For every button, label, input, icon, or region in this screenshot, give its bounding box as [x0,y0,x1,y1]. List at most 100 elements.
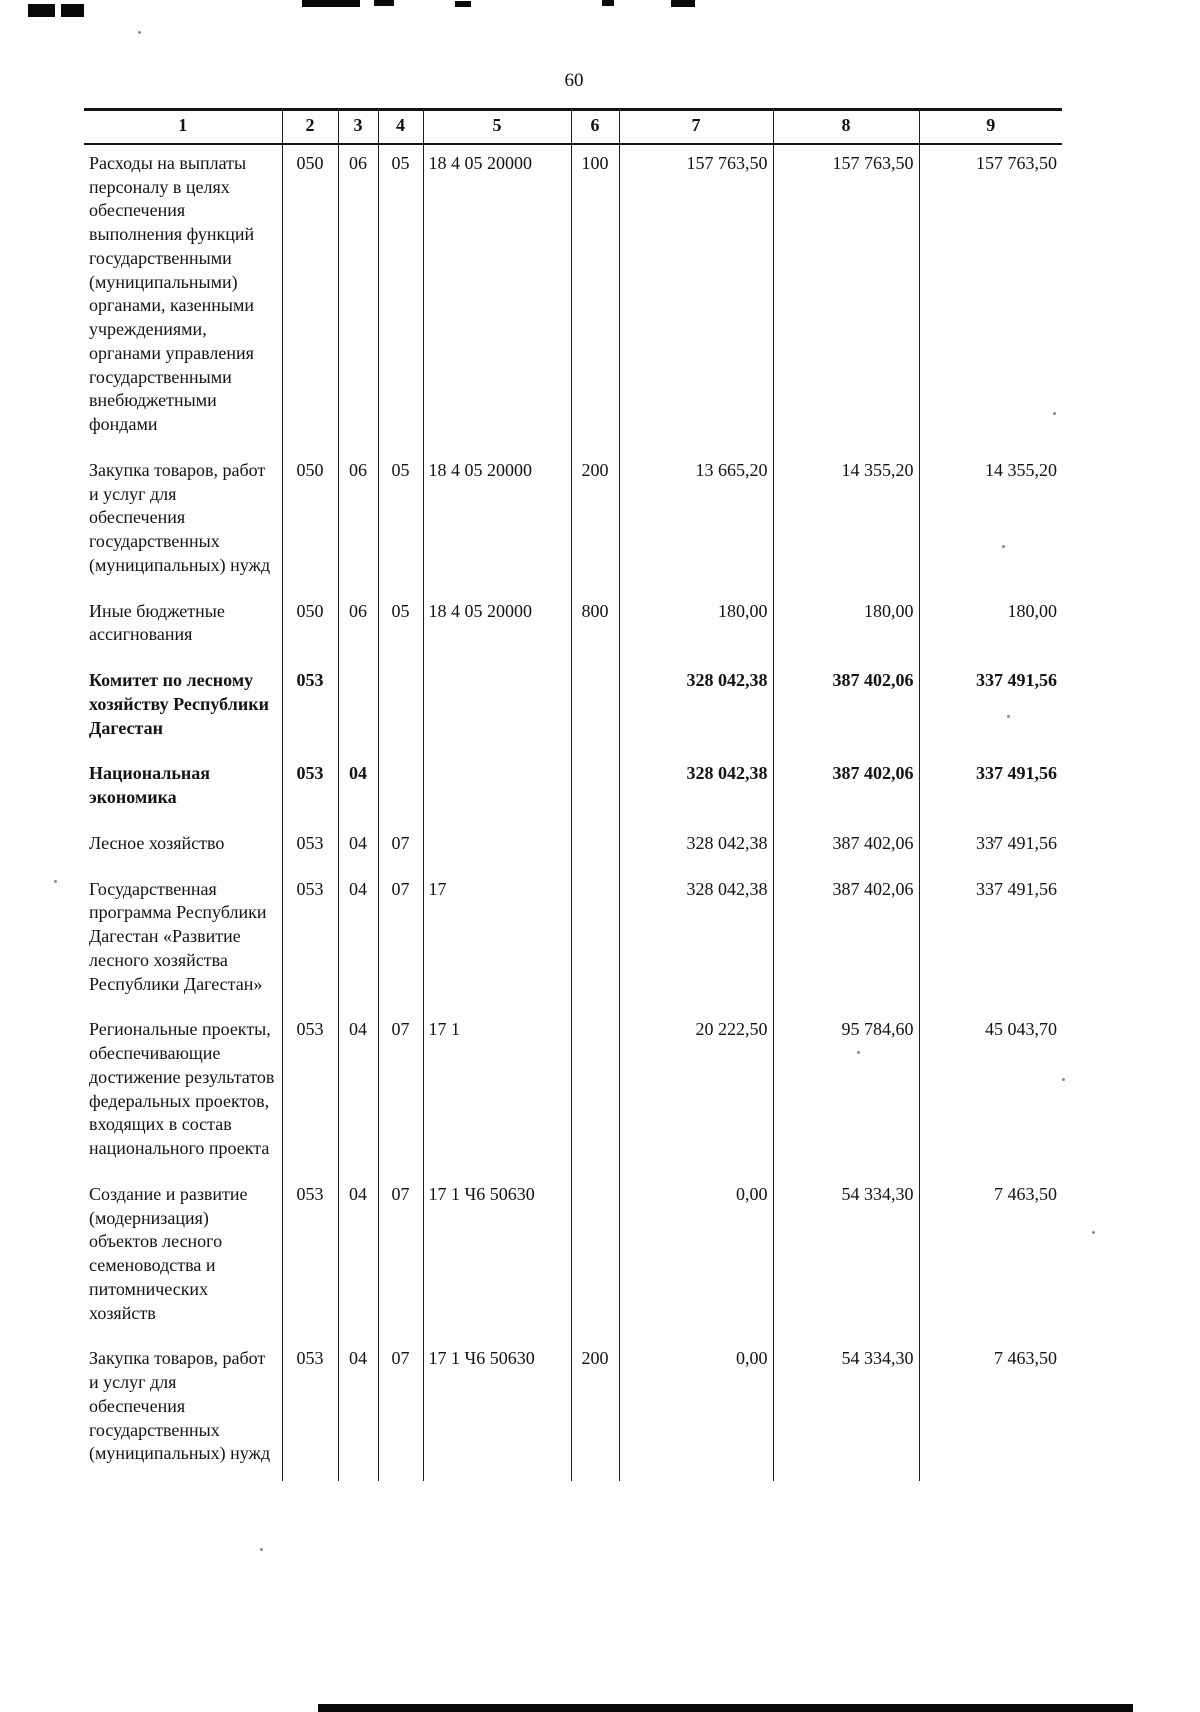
cell-col3: 04 [337,755,378,825]
cell-col9: 14 355,20 [918,451,1062,593]
scan-mark [302,0,360,7]
cell-col2: 050 [281,143,338,452]
cell-col2: 053 [281,662,338,756]
page-number: 60 [564,70,584,91]
cell-col4 [377,755,423,825]
cell-col6 [570,755,619,825]
cell-col4: 05 [377,451,423,593]
scan-mark [28,4,55,17]
table-row: Иные бюджетные ассигнования 050 06 05 18 4 0… [84,592,1062,662]
cell-col2: 053 [281,870,338,1012]
cell-col5: 17 1 Ч6 50630 [422,1340,571,1481]
cell-col4: 05 [377,592,423,662]
table-row: Расходы на выплаты персоналу в целях обе… [84,143,1062,452]
cell-col8: 54 334,30 [772,1340,919,1481]
cell-col6 [570,662,619,756]
cell-col8: 387 402,06 [772,870,919,1012]
table-row: Закупка товаров, работ и услуг для обесп… [84,451,1062,593]
cell-col1: Закупка товаров, работ и услуг для обесп… [89,1348,271,1464]
cell-col5: 17 1 Ч6 50630 [422,1175,571,1341]
cell-col7: 13 665,20 [618,451,773,593]
cell-col7: 328 042,38 [618,824,773,871]
cell-col8: 387 402,06 [772,662,919,756]
cell-col2: 053 [281,1175,338,1341]
cell-col4: 07 [377,1011,423,1176]
scan-mark [374,0,394,6]
header-col-2: 2 [281,107,338,145]
cell-col1: Региональные проекты, обеспечивающие дос… [89,1019,275,1158]
cell-col6 [570,1011,619,1176]
cell-col5: 18 4 05 20000 [422,592,571,662]
cell-col1: Национальная экономика [89,763,210,807]
cell-col4: 07 [377,824,423,871]
cell-col7: 328 042,38 [618,662,773,756]
cell-col9: 7 463,50 [918,1175,1062,1341]
table-row: Государственная программа Республики Даг… [84,870,1062,1012]
table-row: Создание и развитие (модернизация) объек… [84,1175,1062,1341]
cell-col6 [570,824,619,871]
cell-col8: 180,00 [772,592,919,662]
cell-col8: 157 763,50 [772,143,919,452]
header-col-3: 3 [337,107,378,145]
table-row: Национальная экономика 053 04 328 042,38 387… [84,755,1062,825]
cell-col8: 54 334,30 [772,1175,919,1341]
cell-col6: 100 [570,143,619,452]
cell-col8: 95 784,60 [772,1011,919,1176]
cell-col3: 04 [337,1011,378,1176]
cell-col1: Государственная программа Республики Даг… [89,878,267,994]
cell-col5: 17 1 [422,1011,571,1176]
cell-col1: Лесное хозяйство [89,832,225,853]
header-col-1: 1 [84,107,282,145]
cell-col9: 337 491,56 [918,870,1062,1012]
cell-col9: 157 763,50 [918,143,1062,452]
cell-col3 [337,662,378,756]
cell-col9: 180,00 [918,592,1062,662]
cell-col9: 337 491,56 [918,755,1062,825]
table-row: Закупка товаров, работ и услуг для обесп… [84,1340,1062,1481]
cell-col6 [570,870,619,1012]
cell-col5 [422,755,571,825]
table-row: Лесное хозяйство 053 04 07 328 042,38 387 402… [84,824,1062,871]
cell-col8: 14 355,20 [772,451,919,593]
header-col-6: 6 [570,107,619,145]
table-row: Региональные проекты, обеспечивающие дос… [84,1011,1062,1176]
cell-col7: 328 042,38 [618,755,773,825]
cell-col1: Создание и развитие (модернизация) объек… [89,1183,248,1323]
cell-col3: 04 [337,1340,378,1481]
header-col-7: 7 [618,107,773,145]
cell-col2: 053 [281,1011,338,1176]
cell-col6: 200 [570,1340,619,1481]
cell-col7: 180,00 [618,592,773,662]
cell-col3: 06 [337,592,378,662]
cell-col5 [422,824,571,871]
cell-col5: 17 [422,870,571,1012]
header-col-4: 4 [377,107,423,145]
cell-col1: Иные бюджетные ассигнования [89,600,225,645]
cell-col2: 050 [281,451,338,593]
cell-col7: 328 042,38 [618,870,773,1012]
table-row: Комитет по лесному хозяйству Республики … [84,662,1062,756]
cell-col2: 053 [281,824,338,871]
cell-col1: Расходы на выплаты персоналу в целях обе… [89,152,255,434]
header-col-5: 5 [422,107,571,145]
scan-mark [61,4,84,17]
header-col-8: 8 [772,107,919,145]
cell-col2: 053 [281,755,338,825]
cell-col5: 18 4 05 20000 [422,143,571,452]
cell-col6 [570,1175,619,1341]
cell-col7: 0,00 [618,1175,773,1341]
cell-col8: 387 402,06 [772,824,919,871]
cell-col1: Комитет по лесному хозяйству Республики … [89,670,269,738]
cell-col8: 387 402,06 [772,755,919,825]
cell-col9: 337 491,56 [918,824,1062,871]
scan-mark [455,1,471,7]
cell-col2: 050 [281,592,338,662]
cell-col3: 04 [337,1175,378,1341]
scan-mark [318,1704,1133,1712]
cell-col7: 20 222,50 [618,1011,773,1176]
cell-col9: 337 491,56 [918,662,1062,756]
